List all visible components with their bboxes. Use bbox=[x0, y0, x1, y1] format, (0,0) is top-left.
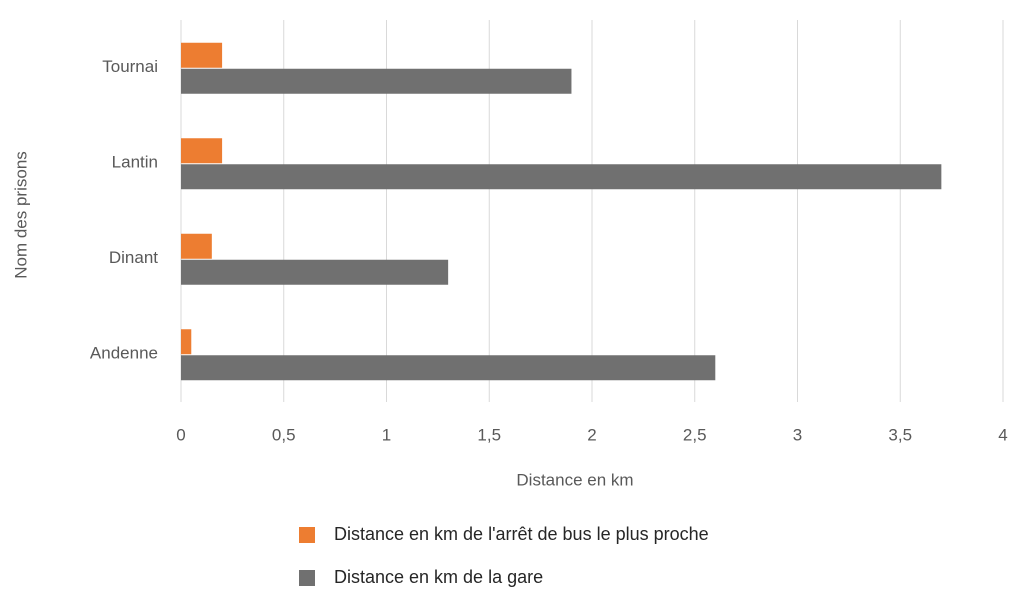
y-axis-title: Nom des prisons bbox=[11, 151, 30, 279]
legend-label: Distance en km de la gare bbox=[334, 567, 543, 587]
y-tick-label: Andenne bbox=[90, 344, 158, 363]
x-tick-label: 2,5 bbox=[683, 425, 707, 444]
legend-swatch bbox=[299, 527, 315, 543]
x-tick-label: 4 bbox=[998, 425, 1007, 444]
x-tick-label: 3,5 bbox=[888, 425, 912, 444]
x-tick-label: 2 bbox=[587, 425, 596, 444]
x-tick-label: 0 bbox=[176, 425, 185, 444]
bar bbox=[181, 164, 942, 190]
bar bbox=[181, 329, 192, 355]
bar bbox=[181, 233, 212, 259]
x-tick-label: 3 bbox=[793, 425, 802, 444]
bar bbox=[181, 68, 572, 94]
y-tick-label: Dinant bbox=[109, 248, 158, 267]
x-tick-label: 1 bbox=[382, 425, 391, 444]
bar bbox=[181, 138, 223, 164]
bar bbox=[181, 42, 223, 68]
legend-label: Distance en km de l'arrêt de bus le plus… bbox=[334, 524, 709, 544]
legend-swatch bbox=[299, 570, 315, 586]
bar bbox=[181, 355, 716, 381]
y-tick-label: Tournai bbox=[102, 57, 158, 76]
x-tick-label: 0,5 bbox=[272, 425, 296, 444]
bar bbox=[181, 259, 449, 285]
x-axis-title: Distance en km bbox=[516, 470, 633, 489]
x-tick-label: 1,5 bbox=[477, 425, 501, 444]
y-tick-label: Lantin bbox=[112, 153, 158, 172]
